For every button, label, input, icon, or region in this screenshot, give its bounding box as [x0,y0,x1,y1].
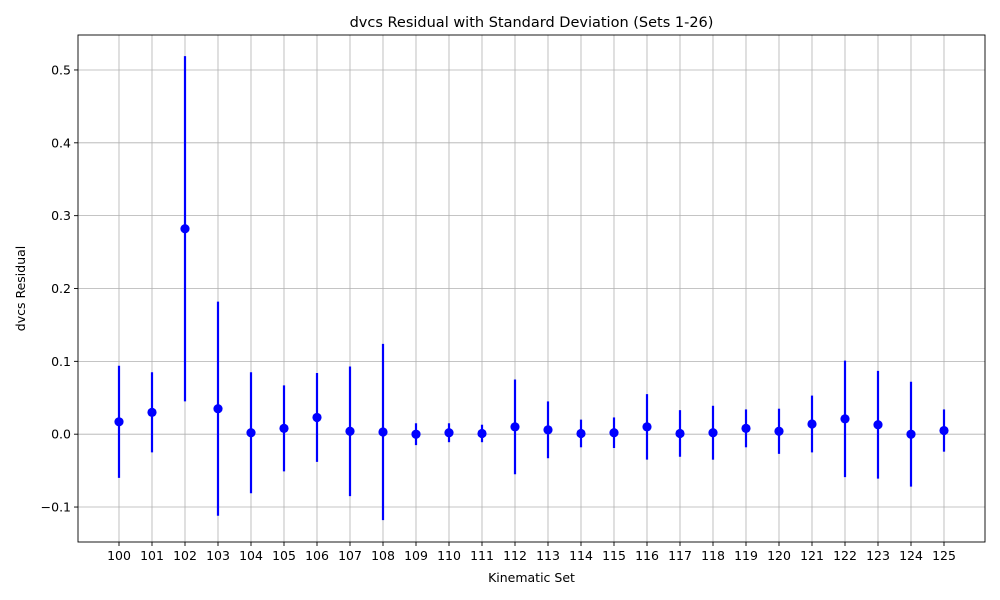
y-axis-label: dvcs Residual [13,246,28,331]
y-tick-label: −0.1 [41,500,71,515]
x-tick-label: 122 [833,548,857,563]
grid [78,35,985,542]
x-tick-label: 120 [767,548,791,563]
x-tick-label: 118 [701,548,725,563]
y-tick-label: 0.0 [51,427,71,442]
data-point-116 [642,422,652,432]
x-tick-label: 106 [305,548,329,563]
data-point-122 [840,414,850,424]
x-tick-label: 123 [866,548,890,563]
data-point-111 [477,428,487,439]
data-point-114 [576,428,586,439]
data-point-112 [510,422,520,432]
x-tick-label: 104 [239,548,263,563]
data-point-117 [675,428,685,439]
x-tick-label: 110 [437,548,461,563]
x-tick-label: 124 [899,548,923,563]
x-axis: 100 101 102 103 104 105 106 107 108 109 110 111 112 1… [107,542,956,563]
x-tick-label: 121 [800,548,824,563]
x-tick-label: 105 [272,548,296,563]
x-tick-label: 111 [470,548,494,563]
y-tick-label: 0.3 [51,208,71,223]
y-axis: −0.1 0.0 0.1 0.2 0.3 0.4 0.5 [41,62,78,515]
x-tick-label: 107 [338,548,362,563]
x-tick-label: 102 [173,548,197,563]
data-point-119 [741,423,751,433]
x-axis-label: Kinematic Set [488,570,575,585]
data-point-120 [774,426,784,436]
y-tick-label: 0.5 [51,62,71,77]
data-point-113 [543,425,553,435]
x-tick-label: 100 [107,548,131,563]
data-point-121 [807,419,817,429]
data-layer [114,56,949,521]
data-point-100 [114,417,124,427]
data-point-102 [180,224,190,234]
x-tick-label: 101 [140,548,164,563]
data-point-108 [378,427,388,437]
y-tick-label: 0.2 [51,281,71,296]
data-point-118 [708,428,718,438]
y-tick-label: 0.1 [51,354,71,369]
data-point-125 [939,425,949,436]
data-point-110 [444,428,454,438]
x-tick-label: 114 [569,548,593,563]
data-point-124 [906,429,916,439]
x-tick-label: 109 [404,548,428,563]
data-point-123 [873,420,883,430]
x-tick-label: 113 [536,548,560,563]
data-point-105 [279,423,289,433]
data-point-115 [609,428,619,438]
x-tick-label: 125 [932,548,956,563]
y-tick-label: 0.4 [51,135,71,150]
x-tick-label: 103 [206,548,230,563]
x-tick-label: 117 [668,548,692,563]
x-tick-label: 116 [635,548,659,563]
data-point-109 [411,429,421,439]
data-point-103 [213,404,223,414]
data-point-101 [147,407,157,417]
data-point-106 [312,412,322,423]
x-tick-label: 108 [371,548,395,563]
chart-title: dvcs Residual with Standard Deviation (S… [350,15,714,31]
x-tick-label: 115 [602,548,626,563]
x-tick-label: 112 [503,548,527,563]
data-point-104 [246,428,256,438]
x-tick-label: 119 [734,548,758,563]
data-point-107 [345,426,355,436]
